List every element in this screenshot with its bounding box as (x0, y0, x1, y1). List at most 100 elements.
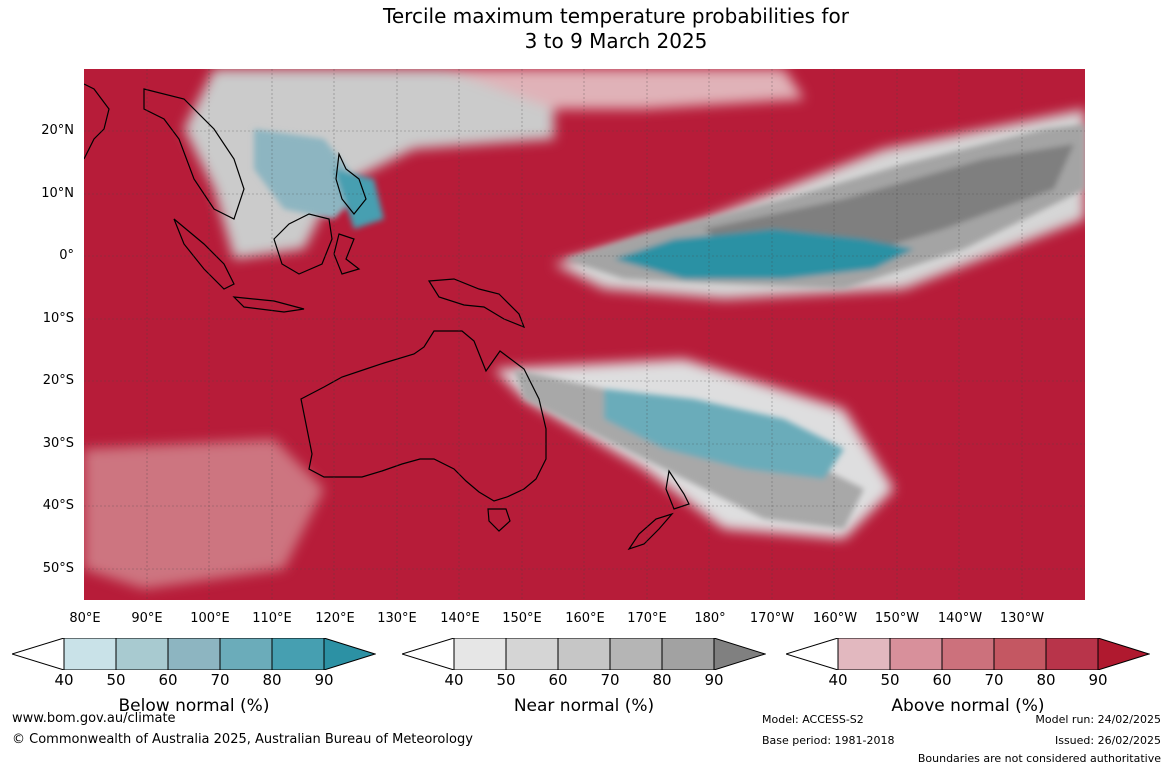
philippines-below-normal (334, 169, 384, 229)
footer-base-period: Base period: 1981-2018 (762, 734, 895, 747)
lat-label-30s: 30°S (42, 436, 74, 451)
graticule (84, 69, 1085, 600)
colorbar-below-seg-1 (63, 638, 117, 670)
probability-map (84, 69, 1085, 600)
lat-label-20s: 20°S (42, 373, 74, 388)
colorbar-above-seg-2 (889, 638, 943, 670)
lat-label-40s: 40°S (42, 498, 74, 513)
lon-label-150e: 150°E (502, 611, 542, 626)
colorbar-below-seg-0 (12, 638, 65, 670)
colorbar-above-normal (786, 638, 1150, 670)
lon-label-160e: 160°E (565, 611, 605, 626)
lon-label-160w: 160°W (812, 611, 858, 626)
below-tick-50: 50 (106, 671, 126, 689)
sumatra-coastline (173, 218, 235, 290)
above-tick-50: 50 (880, 671, 900, 689)
below-tick-70: 70 (210, 671, 230, 689)
colorbar-above-seg-6 (1097, 638, 1150, 670)
lon-label-140w: 140°W (937, 611, 983, 626)
lat-label-10s: 10°S (42, 311, 74, 326)
shading-mid (254, 124, 1085, 529)
lon-label-170w: 170°W (749, 611, 795, 626)
north-light-region (444, 69, 804, 109)
near-tick-60: 60 (548, 671, 568, 689)
colorbar-near-seg-4 (609, 638, 663, 670)
above-tick-70: 70 (984, 671, 1004, 689)
equatorial-below-normal (614, 229, 914, 279)
lon-label-130e: 130°E (377, 611, 417, 626)
title-line-1: Tercile maximum temperature probabilitie… (383, 4, 849, 28)
lon-label-180: 180° (694, 611, 726, 626)
lon-label-120e: 120°E (315, 611, 355, 626)
colorbar-near-normal (402, 638, 766, 670)
java-coastline (232, 296, 305, 313)
near-tick-70: 70 (600, 671, 620, 689)
footer-model-run: Model run: 24/02/2025 (1035, 713, 1161, 726)
colorbar-above-seg-5 (1045, 638, 1099, 670)
colorbar-near-seg-5 (661, 638, 715, 670)
tasmania-coastline (487, 508, 511, 532)
footer-issued: Issued: 26/02/2025 (1054, 734, 1161, 747)
colorbar-near-seg-0 (402, 638, 455, 670)
map-title: Tercile maximum temperature probabilitie… (0, 4, 1173, 54)
colorbar-below-seg-3 (167, 638, 221, 670)
colorbar-above-seg-3 (941, 638, 995, 670)
new-guinea-coastline (427, 278, 526, 329)
legend-title-above: Above normal (%) (891, 696, 1045, 716)
above-tick-90: 90 (1088, 671, 1108, 689)
lat-label-10n: 10°N (41, 186, 74, 201)
lon-label-90e: 90°E (131, 611, 163, 626)
lat-label-20n: 20°N (41, 123, 74, 138)
lon-label-80e: 80°E (69, 611, 101, 626)
footer-disclaimer: Boundaries are not considered authoritat… (917, 752, 1161, 765)
north-below-normal (254, 129, 364, 219)
coastlines (84, 83, 690, 551)
near-tick-50: 50 (496, 671, 516, 689)
lon-label-100e: 100°E (190, 611, 230, 626)
new-zealand-north (665, 469, 690, 510)
colorbar-below-seg-2 (115, 638, 169, 670)
footer-website: www.bom.gov.au/climate (12, 711, 176, 726)
footer-copyright: © Commonwealth of Australia 2025, Austra… (12, 732, 473, 747)
colorbar-near-seg-2 (505, 638, 559, 670)
lon-label-110e: 110°E (252, 611, 292, 626)
south-pink-region (84, 439, 324, 589)
near-tick-80: 80 (652, 671, 672, 689)
colorbar-near-seg-1 (453, 638, 507, 670)
legend-title-near: Near normal (%) (513, 696, 655, 716)
lat-label-0: 0° (59, 248, 74, 263)
lon-label-150w: 150°W (874, 611, 920, 626)
colorbar-near-seg-3 (557, 638, 611, 670)
above-tick-60: 60 (932, 671, 952, 689)
lon-label-130w: 130°W (999, 611, 1045, 626)
title-line-2: 3 to 9 March 2025 (524, 29, 708, 53)
colorbar-near-seg-6 (713, 638, 766, 670)
equatorial-near-normal-dark (704, 144, 1074, 259)
colorbar-below-normal (12, 638, 376, 670)
philippines-coastline (335, 151, 367, 215)
colorbar-below-seg-6 (323, 638, 376, 670)
near-tick-90: 90 (704, 671, 724, 689)
south-pacific-below-normal (604, 389, 844, 479)
below-tick-40: 40 (54, 671, 74, 689)
footer-model: Model: ACCESS-S2 (762, 713, 864, 726)
australia-coastline (300, 330, 547, 502)
above-tick-40: 40 (828, 671, 848, 689)
near-tick-40: 40 (444, 671, 464, 689)
below-tick-80: 80 (262, 671, 282, 689)
lon-label-140e: 140°E (440, 611, 480, 626)
below-tick-90: 90 (314, 671, 334, 689)
colorbar-above-seg-0 (786, 638, 839, 670)
new-zealand-south (627, 512, 674, 551)
lon-label-170e: 170°E (627, 611, 667, 626)
below-tick-60: 60 (158, 671, 178, 689)
colorbar-above-seg-4 (993, 638, 1047, 670)
borneo-coastline (273, 213, 333, 275)
above-tick-80: 80 (1036, 671, 1056, 689)
lat-label-50s: 50°S (42, 561, 74, 576)
colorbar-below-seg-5 (271, 638, 325, 670)
legend-title-below: Below normal (%) (118, 696, 270, 716)
colorbar-above-seg-1 (837, 638, 891, 670)
india-coastline (84, 83, 110, 160)
colorbar-below-seg-4 (219, 638, 273, 670)
